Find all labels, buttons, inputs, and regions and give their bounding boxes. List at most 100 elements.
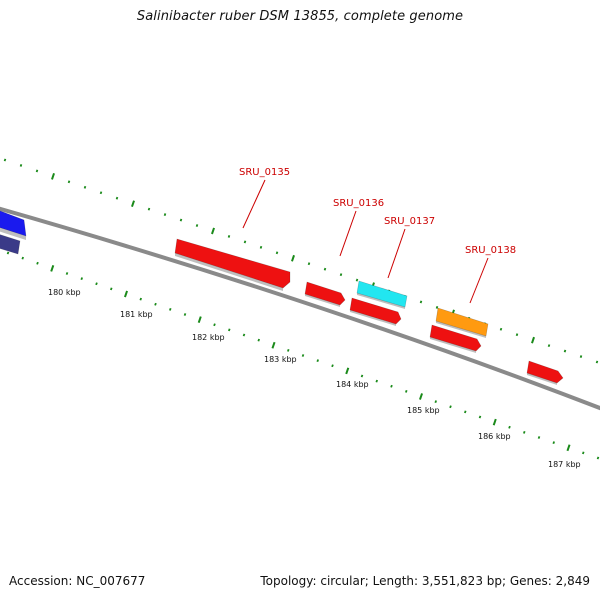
inner-tick-10 <box>154 302 157 306</box>
outer-tick-35 <box>563 349 567 353</box>
tick-labels: 180 kbp 181 kbp 182 kbp 183 kbp 184 kbp 185 k… <box>48 288 581 469</box>
inner-tick-ring <box>6 251 600 460</box>
gene-label-SRU_0138: SRU_0138 <box>465 245 516 256</box>
leader-line-SRU_0138 <box>469 257 489 304</box>
inner-tick-40 <box>596 456 600 460</box>
inner-tick-0 <box>6 251 10 255</box>
inner-tick-36 <box>537 436 541 439</box>
outer-tick-0 <box>3 158 7 162</box>
outer-tick-34 <box>547 344 551 348</box>
outer-tick-ring <box>3 158 599 364</box>
inner-tick-6 <box>95 282 98 286</box>
gene-label-SRU_0137: SRU_0137 <box>384 216 435 227</box>
outer-tick-7 <box>115 196 119 200</box>
outer-tick-17 <box>275 251 279 255</box>
genome-summary-text: Topology: circular; Length: 3,551,823 bp… <box>260 574 590 588</box>
inner-tick-18 <box>271 341 276 349</box>
outer-tick-12 <box>195 224 199 227</box>
SRU_0137-gene <box>356 280 408 308</box>
outer-tick-22 <box>355 278 359 282</box>
inner-tick-29 <box>434 400 437 404</box>
outer-tick-3 <box>51 173 55 180</box>
inner-tick-34 <box>508 425 511 429</box>
inner-tick-30 <box>449 405 452 409</box>
outer-tick-9 <box>147 207 151 211</box>
outer-tick-13 <box>211 227 215 235</box>
SRU_0135-gene-shadow <box>175 253 283 291</box>
outer-tick-14 <box>227 235 231 238</box>
SRU_0138-gene-shadow <box>436 321 486 338</box>
inner-tick-13 <box>197 316 202 323</box>
SRU_0137-gene-shadow <box>357 293 405 309</box>
outer-tick-1 <box>19 164 23 167</box>
SRU_0135-gene <box>174 238 291 289</box>
inner-tick-14 <box>213 323 216 327</box>
inner-tick-39 <box>582 451 585 455</box>
inner-tick-4 <box>65 272 69 275</box>
inner-tick-2 <box>36 261 39 265</box>
SRU_0136-gene <box>304 281 346 306</box>
inner-tick-27 <box>405 389 408 393</box>
leader-line-SRU_0137 <box>387 228 406 279</box>
outer-tick-2 <box>35 169 39 173</box>
inner-red-gene-c-shadow <box>430 337 476 353</box>
inner-red-gene-d-shadow <box>527 373 557 385</box>
genome-title: Salinibacter ruber DSM 13855, complete g… <box>136 9 464 24</box>
blue-gene-outer-shadow <box>0 227 26 240</box>
tick-label-2: 182 kbp <box>192 333 225 342</box>
outer-tick-18 <box>291 254 295 262</box>
inner-tick-5 <box>80 277 83 281</box>
inner-tick-1 <box>21 256 24 260</box>
inner-tick-17 <box>257 338 260 342</box>
blue-gene-outer <box>0 210 27 237</box>
inner-tick-22 <box>331 364 334 368</box>
SRU_0138-gene <box>435 307 489 337</box>
outer-tick-19 <box>307 262 311 266</box>
inner-red-gene-c <box>429 324 482 352</box>
inner-tick-23 <box>345 367 350 375</box>
inner-tick-8 <box>124 290 128 298</box>
accession-text: Accession: NC_007677 <box>9 574 146 588</box>
outer-tick-11 <box>179 218 183 222</box>
tick-label-5: 185 kbp <box>407 406 440 415</box>
inner-tick-38 <box>566 444 571 452</box>
gene-features <box>0 210 564 385</box>
outer-tick-15 <box>243 240 247 244</box>
inner-tick-11 <box>169 307 172 311</box>
tick-label-1: 181 kbp <box>120 310 153 319</box>
inner-red-gene-b <box>349 297 402 325</box>
SRU_0136-gene-shadow <box>305 294 340 307</box>
outer-tick-20 <box>323 267 327 271</box>
inner-tick-25 <box>375 379 378 383</box>
inner-tick-26 <box>390 384 393 388</box>
leader-line-SRU_0135 <box>242 179 266 229</box>
outer-tick-31 <box>499 327 503 331</box>
outer-tick-6 <box>99 191 103 195</box>
outer-tick-4 <box>67 180 71 184</box>
inner-tick-31 <box>464 410 467 414</box>
outer-tick-5 <box>83 185 87 189</box>
inner-tick-7 <box>110 287 113 291</box>
outer-tick-33 <box>531 336 535 344</box>
inner-tick-12 <box>183 313 187 316</box>
inner-tick-15 <box>228 328 231 332</box>
genome-backbone <box>0 206 600 411</box>
inner-red-gene-b-shadow <box>350 310 396 326</box>
inner-red-gene-d <box>526 360 564 384</box>
inner-tick-37 <box>552 441 555 445</box>
inner-tick-20 <box>301 354 305 357</box>
leader-line-SRU_0136 <box>339 210 357 257</box>
gene-label-SRU_0136: SRU_0136 <box>333 198 384 209</box>
tick-label-7: 187 kbp <box>548 460 581 469</box>
outer-tick-21 <box>339 273 343 277</box>
inner-tick-9 <box>139 297 142 301</box>
gene-label-SRU_0135: SRU_0135 <box>239 167 290 178</box>
inner-tick-19 <box>287 348 290 352</box>
inner-tick-33 <box>492 418 497 426</box>
inner-tick-24 <box>360 374 364 378</box>
navy-gene-inner <box>0 234 21 255</box>
tick-label-4: 184 kbp <box>336 380 369 389</box>
inner-tick-32 <box>478 415 482 419</box>
